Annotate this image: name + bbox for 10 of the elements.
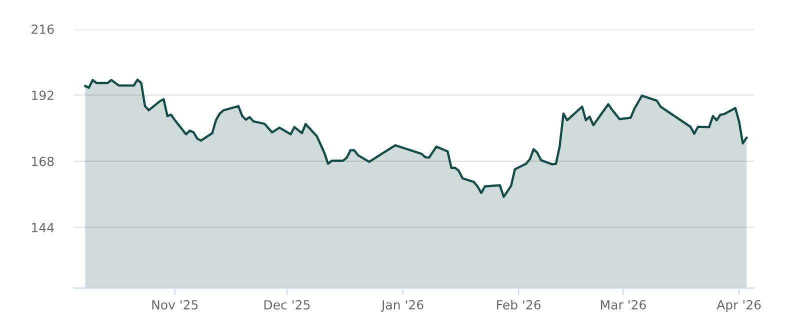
x-tick-label: Dec '25 xyxy=(264,300,310,310)
x-tick-label: Apr '26 xyxy=(716,300,761,312)
y-tick-label: 192 xyxy=(32,90,54,100)
y-tick-label: 168 xyxy=(32,156,54,166)
y-tick-label: 144 xyxy=(32,223,54,232)
x-tick-label: Jan '26 xyxy=(380,300,424,312)
x-tick-label: Mar '26 xyxy=(601,300,646,310)
x-tick-label: Nov '25 xyxy=(152,300,198,310)
x-tick-label: Feb '26 xyxy=(497,300,541,310)
y-tick-label: 216 xyxy=(32,24,54,34)
